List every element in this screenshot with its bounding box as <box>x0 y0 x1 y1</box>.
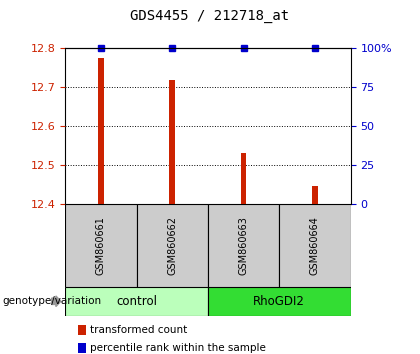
Bar <box>279 204 351 287</box>
Text: transformed count: transformed count <box>90 325 188 335</box>
Text: GSM860663: GSM860663 <box>239 216 249 275</box>
Text: GDS4455 / 212718_at: GDS4455 / 212718_at <box>131 9 289 23</box>
Bar <box>136 204 208 287</box>
Text: genotype/variation: genotype/variation <box>2 296 101 306</box>
Text: GSM860664: GSM860664 <box>310 216 320 275</box>
Bar <box>169 80 175 204</box>
Text: GSM860661: GSM860661 <box>96 216 106 275</box>
Bar <box>65 204 136 287</box>
Text: control: control <box>116 295 157 308</box>
Bar <box>65 287 208 316</box>
Bar <box>98 57 104 204</box>
Bar <box>208 204 279 287</box>
Text: percentile rank within the sample: percentile rank within the sample <box>90 343 266 353</box>
Text: RhoGDI2: RhoGDI2 <box>253 295 305 308</box>
Bar <box>241 153 247 204</box>
Bar <box>312 186 318 204</box>
Text: GSM860662: GSM860662 <box>167 216 177 275</box>
Bar <box>208 287 351 316</box>
